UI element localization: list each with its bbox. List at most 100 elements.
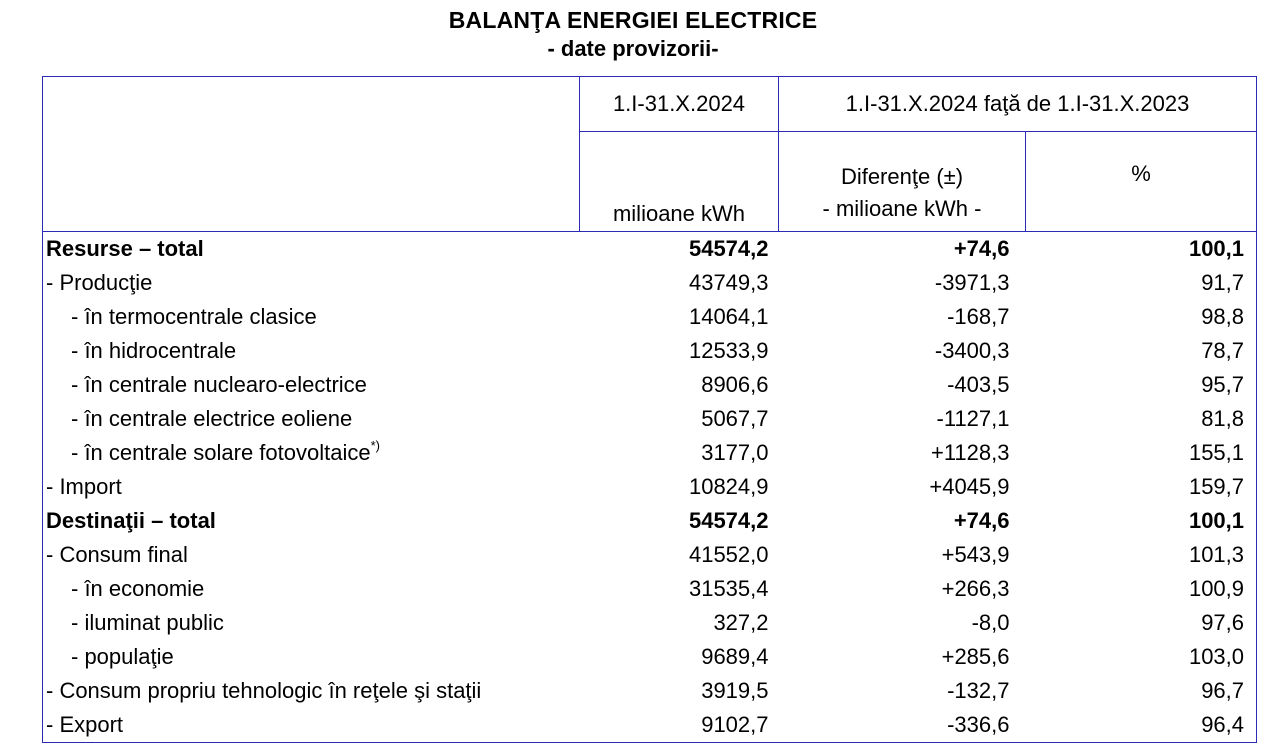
row-difference: -1127,1 <box>936 406 1010 431</box>
row-difference: -3971,3 <box>934 270 1010 295</box>
row-percent: 100,1 <box>1025 504 1258 538</box>
row-label-cell: - Consum final <box>42 538 580 572</box>
header-unit-value: milioane kWh <box>579 131 779 232</box>
table-row: - în centrale solare fotovoltaice*) 3177,… <box>42 436 1258 470</box>
row-difference: -403,5 <box>947 372 1010 397</box>
row-percent: 78,7 <box>1025 334 1258 368</box>
row-percent: 103,0 <box>1025 640 1258 674</box>
header-row-period: 1.I-31.X.2024 1.I-31.X.2024 faţă de 1.I-… <box>42 76 1258 132</box>
row-percent: 96,4 <box>1025 708 1258 743</box>
header-period: 1.I-31.X.2024 <box>579 76 779 132</box>
row-label-cell: - în centrale nuclearo-electrice <box>42 368 580 402</box>
row-percent: 96,7 <box>1025 674 1258 708</box>
table-row: Resurse – total 54574,2 +74,6 100,1 <box>42 231 1258 266</box>
row-label: - în hidrocentrale <box>71 338 237 363</box>
row-value: 3919,5 <box>701 678 769 703</box>
row-value: 43749,3 <box>688 270 769 295</box>
header-corner-cell-lower <box>42 131 580 232</box>
row-value: 31535,4 <box>688 576 769 601</box>
title-block: BALANŢA ENERGIEI ELECTRICE - date proviz… <box>0 6 1266 64</box>
header-corner-cell <box>42 76 580 132</box>
table-row: - în economie 31535,4 +266,3 100,9 <box>42 572 1258 606</box>
table-row: - în hidrocentrale 12533,9 -3400,3 78,7 <box>42 334 1258 368</box>
row-label: - Consum final <box>46 542 188 567</box>
table-row: - Consum final 41552,0 +543,9 101,3 <box>42 538 1258 572</box>
table-row: - iluminat public 327,2 -8,0 97,6 <box>42 606 1258 640</box>
row-difference: -8,0 <box>971 610 1010 635</box>
row-label-cell: - în hidrocentrale <box>42 334 580 368</box>
row-label-cell: - Export <box>42 708 580 743</box>
row-label-cell: - Import <box>42 470 580 504</box>
row-percent: 95,7 <box>1025 368 1258 402</box>
row-difference: +74,6 <box>953 236 1010 261</box>
header-comparison: 1.I-31.X.2024 faţă de 1.I-31.X.2023 <box>777 76 1258 132</box>
table-body: Resurse – total 54574,2 +74,6 100,1- Produc… <box>42 231 1258 743</box>
row-value: 9689,4 <box>701 644 769 669</box>
row-percent: 91,7 <box>1025 266 1258 300</box>
row-difference: +266,3 <box>941 576 1010 601</box>
row-difference: -132,7 <box>947 678 1010 703</box>
row-percent: 98,8 <box>1025 300 1258 334</box>
row-label-cell: - Consum propriu tehnologic în reţele şi… <box>42 674 580 708</box>
row-label: - în centrale nuclearo-electrice <box>71 372 367 397</box>
row-value: 41552,0 <box>688 542 769 567</box>
table-row: - în termocentrale clasice 14064,1 -168,7 9… <box>42 300 1258 334</box>
row-value: 10824,9 <box>688 474 769 499</box>
row-label-cell: - în economie <box>42 572 580 606</box>
row-value: 5067,7 <box>701 406 769 431</box>
row-label-cell: - în termocentrale clasice <box>42 300 580 334</box>
row-difference: +1128,3 <box>930 440 1010 465</box>
table-row: - Consum propriu tehnologic în reţele şi… <box>42 674 1258 708</box>
row-label: - iluminat public <box>71 610 224 635</box>
header-unit-value-text: milioane kWh <box>612 201 746 226</box>
row-difference: +4045,9 <box>929 474 1010 499</box>
row-label: - în centrale electrice eoliene <box>71 406 353 431</box>
row-label: - Export <box>46 712 124 737</box>
row-value: 3177,0 <box>701 440 769 465</box>
table-row: Destinaţii – total 54574,2 +74,6 100,1 <box>42 504 1258 538</box>
header-diff-text: Diferenţe (±) - milioane kWh - <box>823 161 982 227</box>
row-value: 12533,9 <box>688 338 769 363</box>
row-difference: -336,6 <box>778 708 1026 743</box>
header-pct-label: % <box>1131 160 1151 186</box>
row-difference: +285,6 <box>941 644 1010 669</box>
row-percent: 155,1 <box>1025 436 1258 470</box>
row-value: 9102,7 <box>579 708 779 743</box>
row-label: - Consum propriu tehnologic în reţele şi… <box>46 678 482 703</box>
row-label-cell: - populaţie <box>42 640 580 674</box>
row-percent: 100,9 <box>1025 572 1258 606</box>
row-label-cell: - în centrale electrice eoliene <box>42 402 580 436</box>
row-value: 8906,6 <box>701 372 769 397</box>
row-label: - în termocentrale clasice <box>71 304 317 329</box>
table-row: - Export 9102,7 -336,6 96,4 <box>42 708 1258 743</box>
header-diff: Diferenţe (±) - milioane kWh - <box>778 131 1026 232</box>
row-label-cell: - în centrale solare fotovoltaice*) <box>42 436 580 470</box>
page-title: BALANŢA ENERGIEI ELECTRICE <box>448 7 818 33</box>
row-label: Destinaţii – total <box>46 508 216 533</box>
row-value: 14064,1 <box>688 304 769 329</box>
table-row: - Producţie 43749,3 -3971,3 91,7 <box>42 266 1258 300</box>
row-value: 54574,2 <box>688 236 769 261</box>
page-subtitle: - date provizorii- <box>547 36 719 61</box>
table-row: - Import 10824,9 +4045,9 159,7 <box>42 470 1258 504</box>
row-value: 327,2 <box>713 610 769 635</box>
header-diff-unit: - milioane kWh - <box>822 196 982 221</box>
row-percent: 100,1 <box>1025 231 1258 266</box>
row-difference: -168,7 <box>947 304 1010 329</box>
row-label-cell: Destinaţii – total <box>42 504 580 538</box>
table-row: - în centrale nuclearo-electrice 8906,6 -4… <box>42 368 1258 402</box>
row-label: - în centrale solare fotovoltaice <box>71 440 371 465</box>
row-label: - în economie <box>71 576 205 601</box>
row-label: Resurse – total <box>46 236 204 261</box>
row-label-cell: Resurse – total <box>42 231 580 266</box>
header-pct: % <box>1024 131 1258 232</box>
row-label: - Producţie <box>46 270 153 295</box>
header-diff-label: Diferenţe (±) <box>840 164 964 189</box>
row-value: 54574,2 <box>688 508 769 533</box>
row-percent: 101,3 <box>1025 538 1258 572</box>
row-difference: +543,9 <box>941 542 1010 567</box>
row-difference: +74,6 <box>953 508 1010 533</box>
row-difference: -3400,3 <box>934 338 1010 363</box>
row-label-cell: - iluminat public <box>42 606 580 640</box>
energy-balance-table: 1.I-31.X.2024 1.I-31.X.2024 faţă de 1.I-… <box>42 76 1258 743</box>
